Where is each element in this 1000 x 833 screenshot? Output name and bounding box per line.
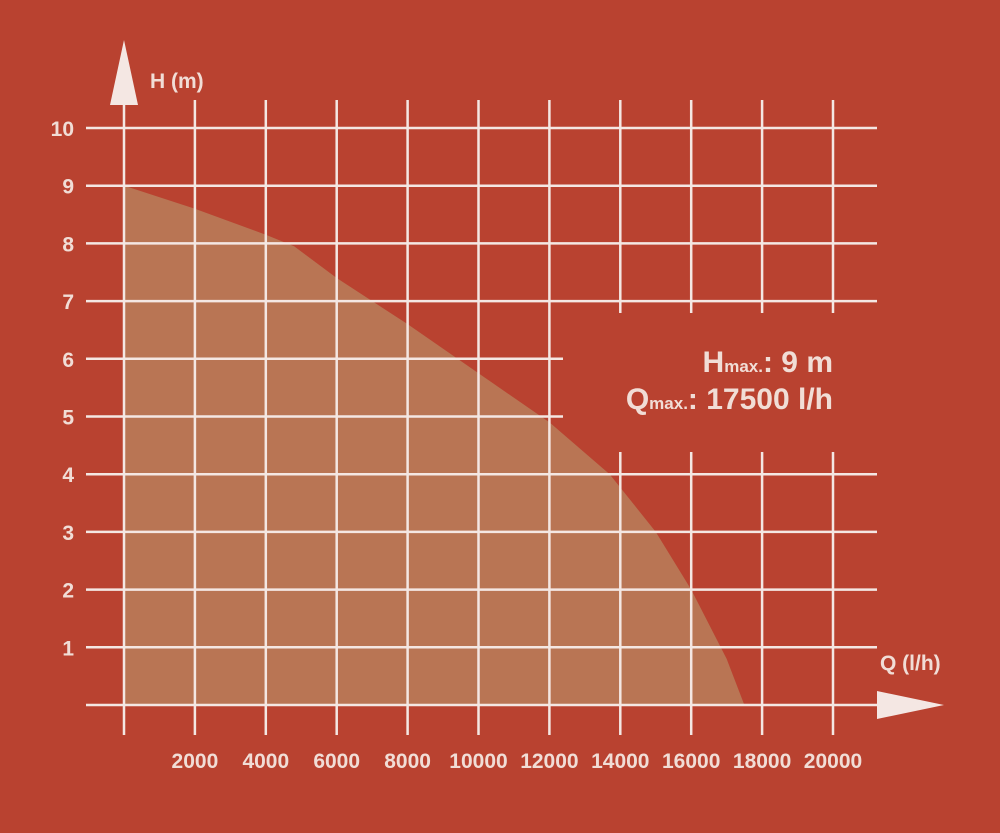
y-tick-label: 8 xyxy=(62,233,74,256)
y-tick-label: 6 xyxy=(62,349,74,372)
qmax-subscript: max. xyxy=(649,394,688,413)
y-tick-label: 7 xyxy=(62,291,74,314)
x-axis-arrow xyxy=(877,691,944,719)
y-tick-label: 3 xyxy=(62,522,74,545)
x-tick-labels: 2000 4000 6000 8000 10000 12000 14000 16000 1800… xyxy=(172,750,863,773)
hmax-annotation: Hmax.: 9 m xyxy=(703,346,833,379)
y-tick-label: 2 xyxy=(62,580,74,603)
y-tick-label: 1 xyxy=(62,637,74,660)
qmax-value: : 17500 l/h xyxy=(688,383,833,416)
grid xyxy=(86,100,877,735)
x-tick-label: 10000 xyxy=(449,750,507,773)
x-tick-label: 2000 xyxy=(172,750,219,773)
x-tick-label: 4000 xyxy=(242,750,289,773)
y-tick-label: 5 xyxy=(62,407,74,430)
axes xyxy=(86,40,944,735)
x-tick-label: 16000 xyxy=(662,750,720,773)
x-tick-label: 18000 xyxy=(733,750,791,773)
hmax-value: : 9 m xyxy=(763,346,833,379)
y-axis-arrow xyxy=(110,40,138,105)
x-tick-label: 14000 xyxy=(591,750,649,773)
hmax-symbol: H xyxy=(703,346,725,379)
x-tick-label: 20000 xyxy=(804,750,862,773)
y-tick-labels: 1 2 3 4 5 6 7 8 9 10 xyxy=(51,118,75,660)
x-tick-label: 6000 xyxy=(313,750,360,773)
performance-area xyxy=(124,185,745,705)
x-tick-label: 12000 xyxy=(520,750,578,773)
x-axis-title: Q (l/h) xyxy=(880,652,941,675)
y-axis-title: H (m) xyxy=(150,70,204,93)
qmax-symbol: Q xyxy=(626,383,649,416)
y-tick-label: 10 xyxy=(51,118,74,141)
qmax-annotation: Qmax.: 17500 l/h xyxy=(626,383,833,416)
y-tick-label: 9 xyxy=(62,176,74,199)
y-tick-label: 4 xyxy=(62,464,74,487)
hmax-subscript: max. xyxy=(724,357,763,376)
x-tick-label: 8000 xyxy=(384,750,431,773)
